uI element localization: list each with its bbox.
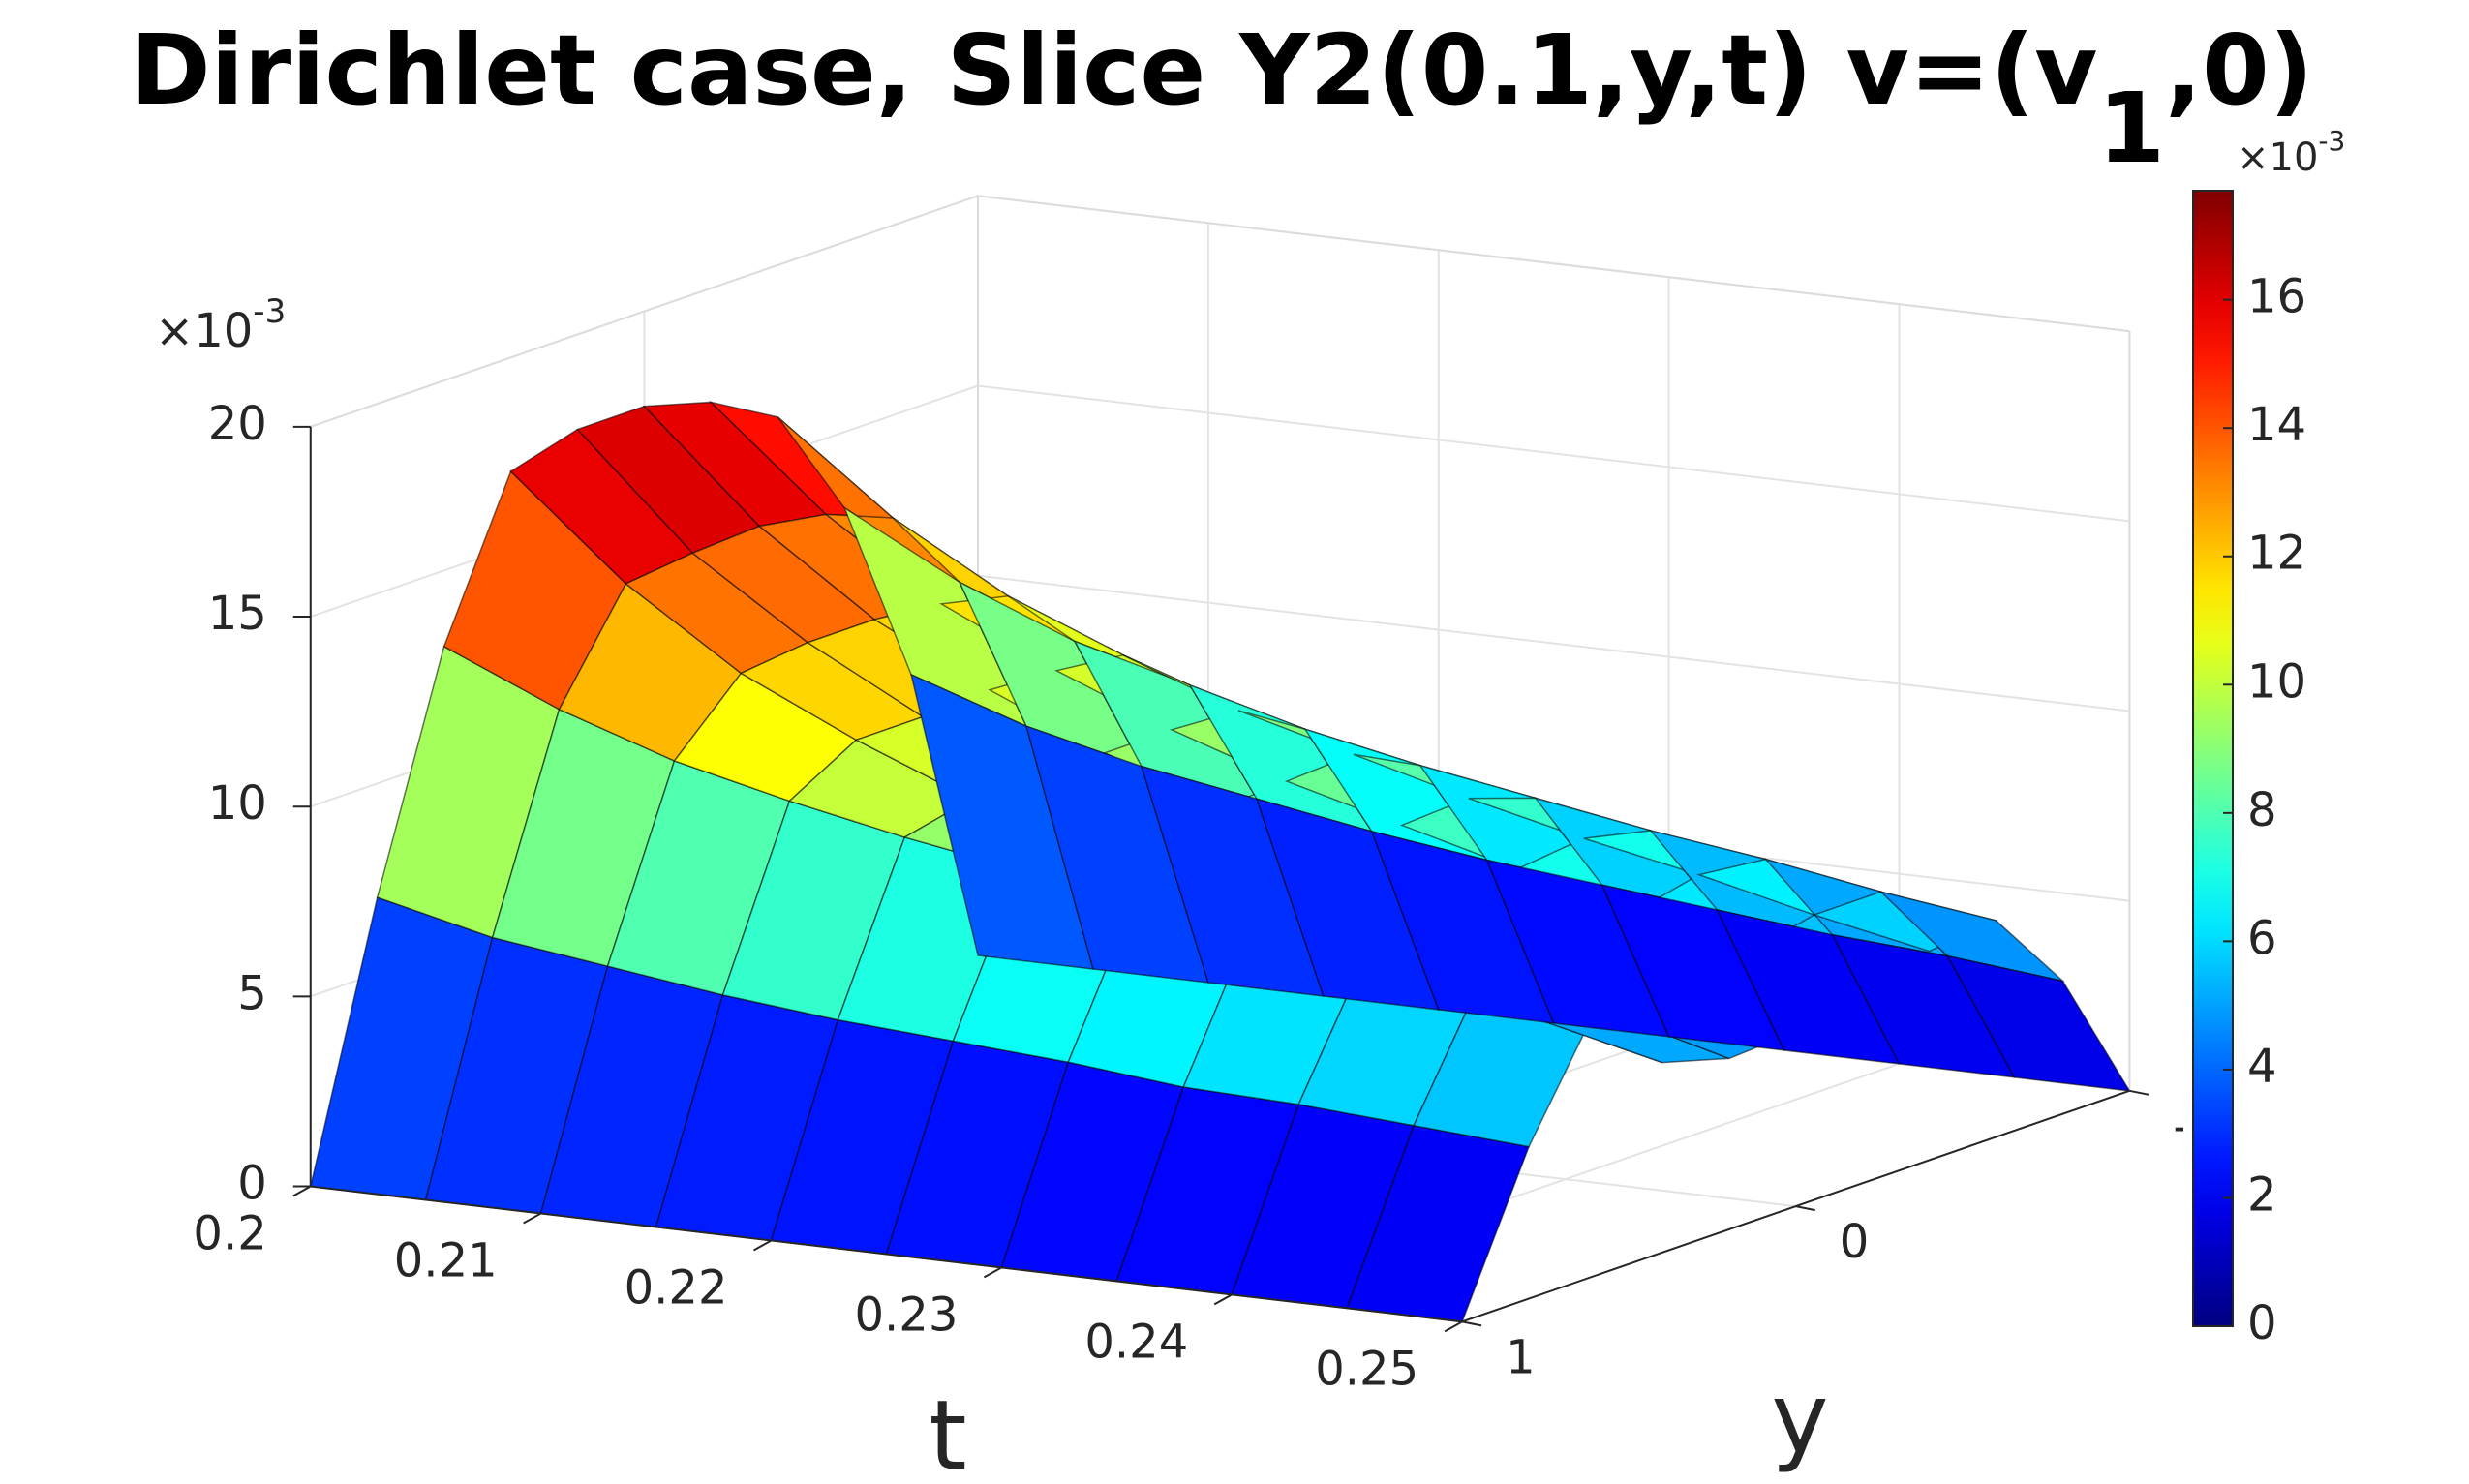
colorbar-tick-label: 10 (2247, 654, 2306, 709)
x-tick-label: 0.24 (1084, 1315, 1188, 1369)
z-exponent-base: ×10 (155, 304, 253, 358)
colorbar-exponent: ×10-3 (2237, 125, 2345, 180)
colorbar-tick-label: 2 (2247, 1167, 2277, 1222)
z-tick-label: 0 (237, 1157, 267, 1211)
z-tick-label: 20 (208, 397, 267, 451)
x-tick (292, 1185, 312, 1197)
grid-line (977, 384, 2130, 523)
x-tick (983, 1266, 1002, 1279)
z-tick-label: 5 (237, 966, 267, 1020)
title-subscript: 1 (2098, 72, 2166, 185)
x-axis-label: t (929, 1378, 966, 1484)
x-tick (1444, 1320, 1463, 1333)
z-exponent: ×10-3 (155, 292, 286, 359)
x-tick-label: 0.2 (193, 1207, 266, 1261)
colorbar-tick-label: 16 (2247, 270, 2306, 324)
title-text: ,0) (2165, 14, 2313, 127)
y-tick-label: 0 (1840, 1215, 1870, 1269)
surface (309, 401, 2131, 1323)
chart-title: Dirichlet case, Slice Y2(0.1,y,t) v=(v1,… (131, 14, 2314, 185)
x-tick (753, 1239, 772, 1252)
x-tick (523, 1212, 542, 1225)
x-tick-label: 0.23 (855, 1287, 959, 1342)
x-tick-label: 0.21 (394, 1233, 498, 1287)
colorbar-exponent-power: -3 (2318, 125, 2345, 157)
z-tick-label: 15 (208, 587, 267, 641)
x-tick-label: 0.22 (625, 1260, 728, 1315)
title-text: Dirichlet case, Slice Y2(0.1,y,t) v=(v (131, 14, 2098, 127)
z-exponent-power: -3 (253, 292, 286, 331)
y-tick (1461, 1320, 1482, 1327)
colorbar-tick-label: 14 (2247, 398, 2306, 452)
axis-line (310, 1185, 1463, 1323)
colorbar-tick-label: 12 (2247, 527, 2306, 581)
axis-line (1461, 1089, 2130, 1323)
grid-line (977, 574, 2130, 712)
y-tick-label: 1 (1506, 1330, 1536, 1384)
y-tick (2129, 1089, 2149, 1096)
x-tick (1213, 1293, 1233, 1306)
box-edge (310, 195, 979, 428)
z-tick-label: 10 (208, 776, 267, 831)
colorbar-tick-label: 8 (2247, 783, 2277, 837)
y-axis-label: y (1771, 1361, 1828, 1474)
y-tick (1795, 1205, 1815, 1212)
colorbar-tick-label: 0 (2247, 1296, 2277, 1350)
colorbar: 0 2 4 6 8 10 12 14 16 (2183, 186, 2469, 1379)
colorbar-tick-label: 6 (2247, 911, 2277, 965)
colorbar-tick-label: 4 (2247, 1040, 2277, 1094)
colorbar-scale (2192, 190, 2234, 1327)
box-edge (977, 195, 2130, 333)
colorbar-exponent-base: ×10 (2237, 136, 2318, 180)
x-tick-label: 0.25 (1315, 1342, 1418, 1396)
